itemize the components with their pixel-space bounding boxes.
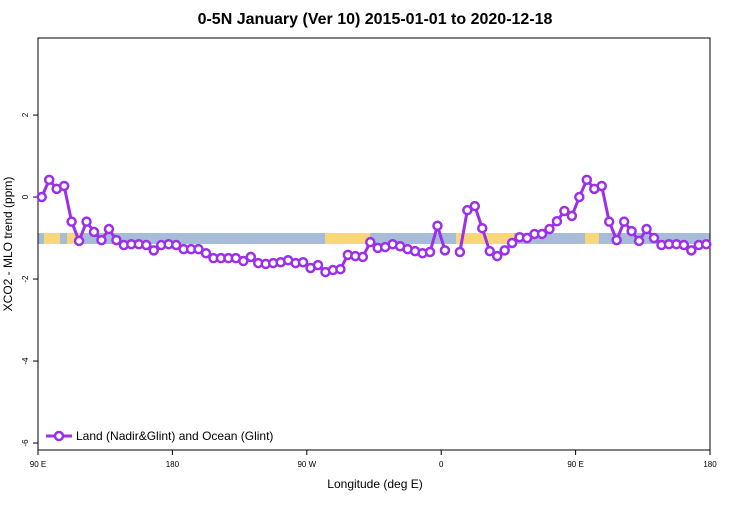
data-point xyxy=(297,256,309,268)
data-point xyxy=(462,204,473,216)
legend: Land (Nadir&Glint) and Ocean (Glint) xyxy=(46,429,273,443)
data-point xyxy=(365,236,376,248)
data-point xyxy=(148,245,159,256)
data-point xyxy=(111,234,122,246)
data-point xyxy=(170,239,182,251)
data-point xyxy=(574,191,585,203)
data-point xyxy=(312,259,324,271)
data-point xyxy=(469,200,481,212)
data-point xyxy=(81,216,92,227)
data-point xyxy=(596,180,607,192)
data-point xyxy=(141,239,152,251)
data-point xyxy=(559,205,570,217)
data-point xyxy=(701,238,712,250)
chart-title: 0-5N January (Ver 10) 2015-01-01 to 2020… xyxy=(198,11,553,28)
y-axis-label: XCO2 - MLO trend (ppm) xyxy=(1,177,15,312)
data-point xyxy=(88,226,100,238)
data-point xyxy=(506,237,518,249)
y-tick-label: -6 xyxy=(21,439,30,447)
data-point xyxy=(477,222,488,234)
land-strip xyxy=(325,233,370,244)
data-point xyxy=(491,250,503,262)
data-point xyxy=(626,225,637,237)
data-point xyxy=(193,243,204,255)
land-strip xyxy=(44,233,60,244)
x-tick-label: 0 xyxy=(439,460,444,469)
land-strip xyxy=(67,233,81,244)
data-point xyxy=(454,246,466,258)
legend-label: Land (Nadir&Glint) and Ocean (Glint) xyxy=(76,429,273,443)
data-point xyxy=(484,245,495,257)
data-point xyxy=(335,263,346,275)
legend-marker xyxy=(53,430,65,442)
data-point xyxy=(641,223,652,235)
data-point xyxy=(618,216,630,227)
data-point xyxy=(603,216,615,227)
data-point xyxy=(581,174,593,186)
x-tick-label: 90 E xyxy=(30,460,46,469)
data-point xyxy=(245,251,257,263)
data-point xyxy=(432,220,443,232)
data-point xyxy=(424,246,436,258)
data-point xyxy=(66,216,77,227)
data-point xyxy=(521,232,533,244)
x-tick-label: 90 W xyxy=(297,460,316,469)
y-tick-label: -2 xyxy=(21,275,30,283)
data-point xyxy=(43,174,55,186)
data-point xyxy=(678,239,690,251)
data-point xyxy=(499,245,510,256)
data-point xyxy=(36,191,47,203)
x-tick-label: 180 xyxy=(703,460,717,469)
data-point xyxy=(633,235,645,247)
data-point xyxy=(551,215,563,227)
data-point xyxy=(103,223,115,235)
data-point xyxy=(686,245,697,256)
data-point xyxy=(357,251,369,263)
data-point xyxy=(566,210,578,222)
data-point xyxy=(58,180,70,192)
data-point xyxy=(200,247,212,259)
data-point xyxy=(544,223,555,235)
y-tick-label: 2 xyxy=(21,112,30,117)
x-axis-label: Longitude (deg E) xyxy=(327,477,422,491)
y-tick-label: 0 xyxy=(21,194,30,199)
x-tick-label: 90 E xyxy=(567,460,583,469)
x-tick-label: 180 xyxy=(166,460,180,469)
data-point xyxy=(648,232,660,244)
data-point xyxy=(439,245,451,256)
data-point xyxy=(611,234,622,246)
data-point xyxy=(96,234,107,246)
data-point xyxy=(536,228,548,240)
data-point xyxy=(73,235,85,247)
land-strip xyxy=(585,233,599,244)
y-tick-label: -4 xyxy=(21,357,30,365)
data-point xyxy=(238,255,249,267)
